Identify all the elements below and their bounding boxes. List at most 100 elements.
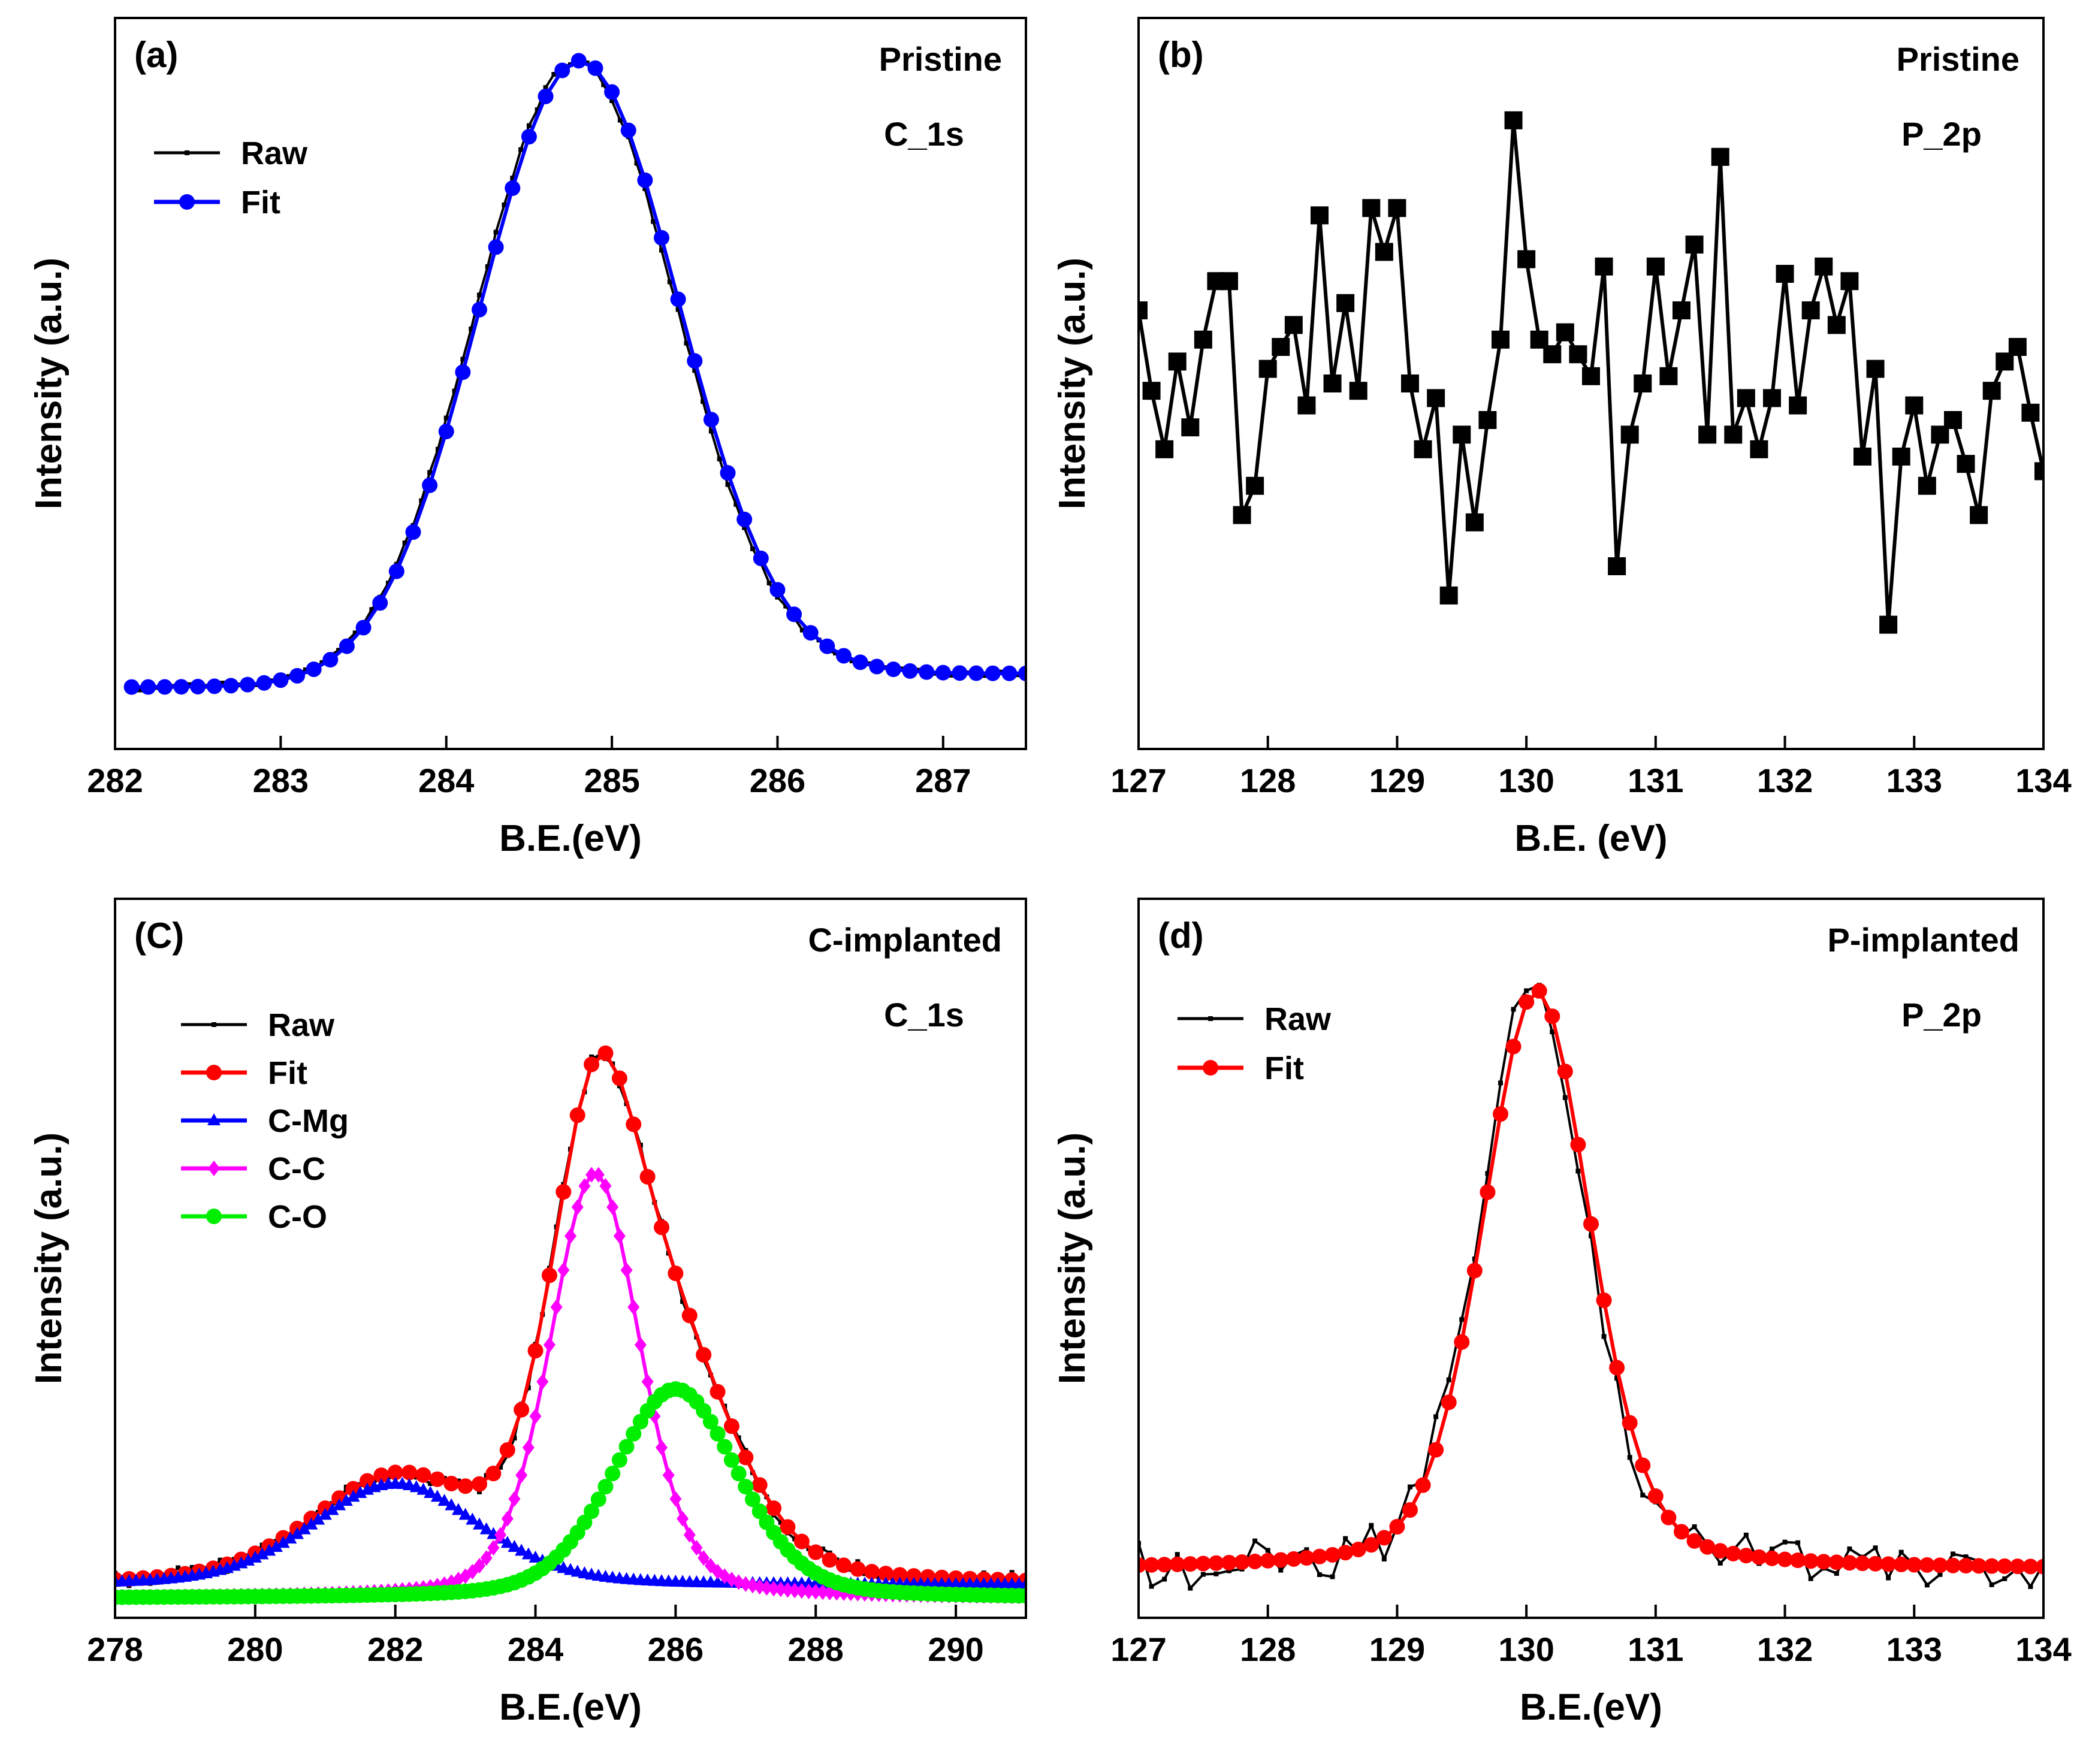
data-point <box>738 1449 754 1466</box>
data-point <box>455 364 471 380</box>
data-point <box>626 1425 642 1442</box>
data-point <box>1582 367 1600 385</box>
data-point <box>1763 389 1781 407</box>
data-point <box>571 1199 584 1215</box>
data-point <box>1299 1550 1315 1566</box>
data-point <box>606 1199 619 1215</box>
data-point <box>783 603 789 609</box>
data-point <box>256 675 272 691</box>
data-point <box>878 1566 894 1582</box>
data-point <box>639 1168 656 1185</box>
data-point <box>2021 403 2040 422</box>
data-point <box>173 679 189 695</box>
data-point <box>430 1490 444 1502</box>
data-point <box>1139 301 1148 319</box>
y-axis-title: Intensity (a.u.) <box>28 258 70 509</box>
data-point <box>2009 1558 2025 1575</box>
legend-entry-fit: Fit <box>181 1055 307 1091</box>
data-point <box>869 659 885 675</box>
data-point <box>654 229 669 246</box>
data-point <box>1816 1554 1832 1570</box>
data-point <box>1142 382 1161 400</box>
data-point <box>1311 206 1329 225</box>
data-point <box>494 1527 507 1543</box>
legend-marker <box>185 150 189 155</box>
data-point <box>1737 389 1755 407</box>
data-point <box>576 1514 593 1530</box>
x-tick-label: 288 <box>788 1630 844 1668</box>
data-point <box>1569 345 1587 364</box>
data-point <box>438 424 454 440</box>
data-point <box>1601 1334 1607 1339</box>
data-point <box>541 1267 557 1283</box>
data-point <box>554 62 570 78</box>
x-tick-label: 282 <box>367 1630 423 1668</box>
axes-frame <box>1137 898 2045 1619</box>
legend-marker <box>206 1065 222 1080</box>
data-point <box>584 1056 600 1073</box>
data-point <box>291 1527 304 1539</box>
data-point <box>1879 615 1898 634</box>
data-point <box>318 1508 332 1520</box>
series-fit <box>123 53 1026 695</box>
data-point <box>262 1544 276 1556</box>
data-point <box>424 1485 437 1498</box>
data-point <box>1182 1556 1199 1572</box>
data-point <box>570 53 587 69</box>
data-point <box>1790 1552 1806 1569</box>
data-point <box>750 546 755 551</box>
sample-label: C-implanted <box>808 921 1002 959</box>
data-point <box>1389 1519 1405 1535</box>
data-point <box>569 1107 585 1123</box>
data-point <box>1880 1556 1897 1572</box>
data-point <box>1853 448 1871 466</box>
data-point <box>336 648 342 653</box>
data-point <box>535 107 540 113</box>
legend-marker <box>212 1022 216 1027</box>
data-point <box>1369 1523 1374 1528</box>
data-point <box>584 1503 600 1520</box>
data-point <box>1918 476 1936 495</box>
data-point <box>373 1467 390 1484</box>
legend: Raw Fit <box>1178 1001 1332 1086</box>
x-tick-label: 129 <box>1369 1630 1425 1668</box>
x-tick-label: 285 <box>584 762 639 799</box>
data-point <box>1498 1080 1503 1086</box>
data-point <box>333 1498 346 1511</box>
data-point <box>429 1471 445 1487</box>
data-point <box>387 1464 403 1481</box>
data-point <box>1511 1007 1516 1012</box>
data-point <box>1562 1095 1568 1100</box>
data-point <box>223 678 239 694</box>
axes-frame <box>114 898 1027 1619</box>
data-point <box>527 1343 544 1359</box>
data-point <box>590 1491 606 1508</box>
data-point <box>662 1467 675 1484</box>
data-point <box>1285 1551 1302 1567</box>
data-point <box>1751 1549 1767 1565</box>
data-point <box>605 1466 621 1482</box>
data-point <box>1892 448 1910 466</box>
data-point <box>1777 1551 1793 1567</box>
data-point <box>402 540 407 546</box>
data-point <box>1200 1572 1206 1577</box>
data-point <box>769 582 786 598</box>
data-point <box>1984 1558 2000 1574</box>
data-point <box>1208 1555 1224 1571</box>
data-point <box>466 1512 479 1525</box>
y-axis-title: Intensity (a.u.) <box>1052 1132 1093 1384</box>
data-point <box>651 219 656 224</box>
data-point <box>601 82 606 87</box>
x-tick-label: 284 <box>508 1630 563 1668</box>
data-point <box>405 524 421 540</box>
legend-label: Fit <box>1264 1050 1304 1086</box>
data-point <box>1957 455 1975 473</box>
data-point <box>723 1418 739 1434</box>
data-point <box>564 1228 576 1244</box>
data-point <box>1635 1457 1651 1473</box>
data-point <box>248 1550 262 1563</box>
data-point <box>766 580 772 585</box>
data-point <box>626 1116 642 1132</box>
data-point <box>1278 1567 1284 1573</box>
data-point <box>352 630 358 636</box>
